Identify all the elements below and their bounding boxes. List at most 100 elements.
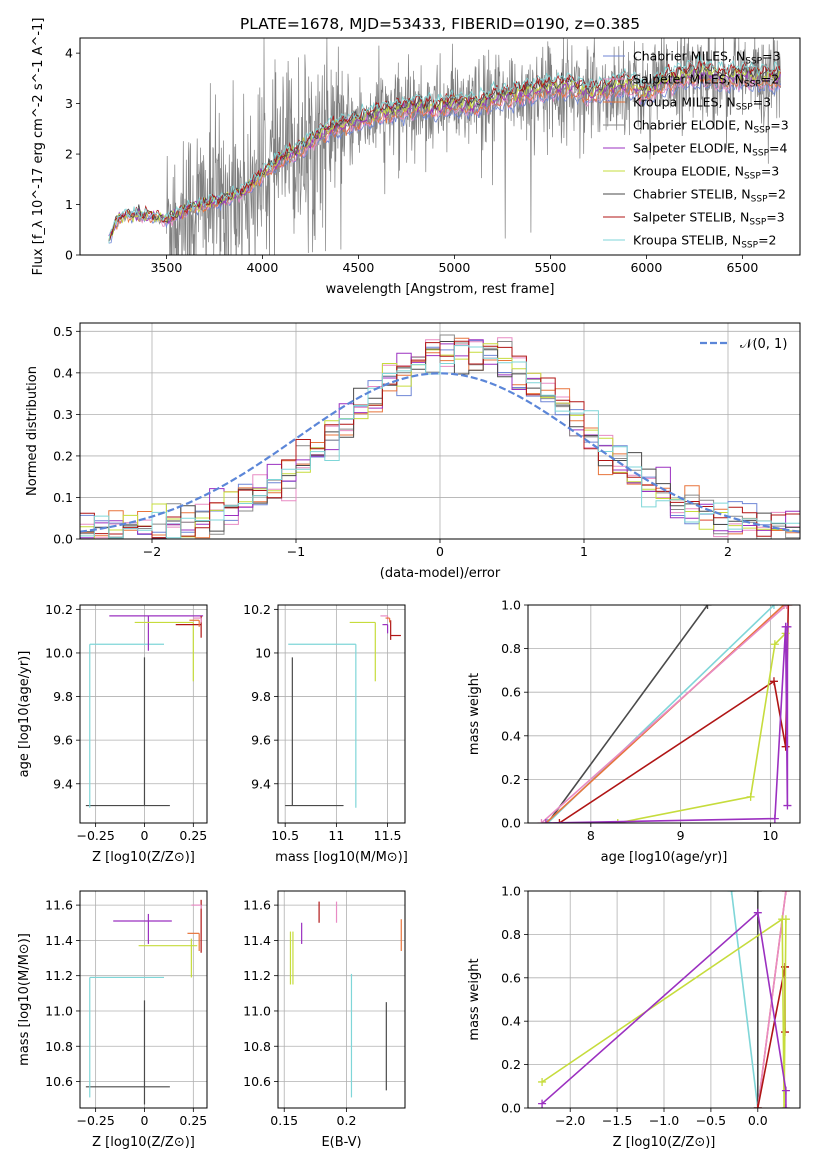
x-tick-label: 0.25 — [179, 828, 207, 843]
x-tick-label: 0.15 — [270, 1113, 298, 1128]
y-axis-label: age [log10(age/yr)] — [17, 651, 32, 778]
y-tick-label: 0.4 — [53, 365, 73, 380]
y-tick-label: 11.6 — [45, 898, 73, 913]
axes-frame — [79, 604, 208, 824]
legend-entry: Salpeter STELIB, NSSP=3 — [633, 210, 785, 228]
y-tick-label: 0.2 — [501, 1057, 521, 1072]
y-tick-label: 10.2 — [243, 602, 271, 617]
mass-weight-marker — [770, 640, 779, 649]
x-tick-label: −1.0 — [649, 1113, 679, 1128]
x-tick-label: 0 — [436, 544, 444, 559]
y-tick-label: 10.0 — [45, 645, 73, 660]
y-tick-label: 0.0 — [501, 1101, 521, 1116]
mass-weight-marker — [784, 605, 793, 609]
x-axis-label: Z [log10(Z/Z⊙)] — [613, 1135, 716, 1150]
legend-entry: Salpeter ELODIE, NSSP=4 — [633, 141, 788, 159]
y-tick-label: 10 — [255, 645, 271, 660]
y-tick-label: 11.6 — [243, 898, 271, 913]
y-tick-label: 10.6 — [45, 1074, 73, 1089]
y-tick-label: 9.4 — [251, 776, 271, 791]
y-tick-label: 9.4 — [53, 776, 73, 791]
legend-entry: Kroupa ELODIE, NSSP=3 — [633, 164, 779, 182]
x-tick-label: 0.2 — [337, 1113, 357, 1128]
y-tick-label: 3 — [65, 96, 73, 111]
plot-area — [285, 615, 401, 808]
mass-weight-marker — [781, 1104, 790, 1108]
mass-weight-marker — [769, 677, 778, 686]
x-tick-label: −1 — [287, 544, 305, 559]
plot-area — [80, 334, 800, 539]
mass-weight-marker — [555, 819, 564, 823]
mass-weight-marker — [538, 1099, 547, 1108]
axes-frame — [79, 322, 801, 540]
age-vs-mass-panel: 10.5 11 11.5 9.4 9.6 9.8 10 10.2 mass [log10(M/M… — [243, 602, 408, 865]
mass-weight-marker — [782, 605, 791, 609]
mass-weight-line — [547, 605, 709, 823]
y-tick-label: 10.6 — [243, 1074, 271, 1089]
x-tick-label: 5000 — [438, 260, 470, 275]
x-tick-label: −2 — [143, 544, 161, 559]
mass-weight-line — [540, 605, 788, 823]
axes-frame — [79, 37, 801, 256]
x-tick-label: 2 — [724, 544, 732, 559]
residuals-panel: −2 −1 0 1 2 0.0 0.1 0.2 0.3 0.4 0.5 (data-model)/er… — [25, 322, 801, 581]
mass-weight-line — [617, 632, 787, 823]
x-tick-label: 0 — [141, 828, 149, 843]
axes-frame — [79, 890, 208, 1109]
x-tick-label: 4500 — [342, 260, 374, 275]
normal-reference-curve — [80, 372, 800, 533]
y-tick-label: 9.8 — [251, 689, 271, 704]
x-tick-label: 6000 — [630, 260, 662, 275]
plot-area — [289, 901, 402, 1098]
y-tick-label: 1 — [65, 197, 73, 212]
y-tick-label: 11.2 — [243, 968, 271, 983]
x-tick-label: 9 — [677, 828, 685, 843]
mass-vs-metallicity-panel: −0.25 0 0.25 10.6 10.8 11.0 11.2 11.4 11.6 Z [log… — [17, 890, 208, 1150]
mass-weight-line — [730, 891, 759, 1108]
y-tick-label: 0.5 — [53, 324, 73, 339]
y-tick-label: 0.6 — [501, 685, 521, 700]
mass-weight-marker — [781, 742, 790, 751]
y-tick-label: 0.8 — [501, 927, 521, 942]
axes-frame — [527, 604, 801, 824]
mass-weight-marker — [783, 801, 792, 810]
y-tick-label: 0.6 — [501, 970, 521, 985]
x-tick-label: −2.0 — [555, 1113, 585, 1128]
x-axis-label: age [log10(age/yr)] — [601, 850, 728, 865]
y-tick-label: 1.0 — [501, 884, 521, 899]
x-tick-label: 0.25 — [179, 1113, 207, 1128]
y-axis-label: mass weight — [467, 958, 482, 1040]
x-tick-label: 0.0 — [748, 1113, 768, 1128]
x-tick-label: 3500 — [150, 260, 182, 275]
legend-entry: Kroupa STELIB, NSSP=2 — [633, 233, 777, 251]
mass-weight-marker — [613, 819, 622, 823]
mass-weight-marker — [753, 891, 762, 895]
x-tick-label: 10 — [762, 828, 778, 843]
y-tick-label: 0.2 — [53, 448, 73, 463]
mass-weight-marker — [781, 891, 790, 895]
x-axis-label: Z [log10(Z/Z⊙)] — [92, 850, 195, 865]
y-tick-label: 11.2 — [45, 968, 73, 983]
age-vs-metallicity-panel: −0.25 0 0.25 9.4 9.6 9.8 10.0 10.2 Z [log10(Z/Z⊙… — [17, 602, 208, 865]
y-axis-label: Normed distribution — [25, 366, 40, 496]
y-tick-label: 0.8 — [501, 641, 521, 656]
mass-weight-marker — [781, 915, 790, 924]
axes-frame — [277, 604, 406, 824]
mass-weight-marker — [746, 792, 755, 801]
x-tick-label: 11.5 — [374, 828, 402, 843]
mass-weight-marker — [770, 814, 779, 823]
y-tick-label: 11.0 — [45, 1003, 73, 1018]
legend: Chabrier MILES, NSSP=3 Salpeter MILES, NS… — [603, 49, 789, 251]
model-spectrum-line — [108, 78, 781, 244]
x-axis-label: Z [log10(Z/Z⊙)] — [92, 1135, 195, 1150]
plot-area — [85, 615, 204, 808]
mass-weight-marker — [769, 605, 778, 609]
y-tick-label: 0.4 — [501, 728, 521, 743]
legend-entry: Chabrier STELIB, NSSP=2 — [633, 187, 786, 205]
x-tick-label: 1 — [580, 544, 588, 559]
y-tick-label: 10.8 — [243, 1039, 271, 1054]
x-tick-label: −0.5 — [696, 1113, 726, 1128]
y-tick-label: 4 — [65, 46, 73, 61]
mass-weight-marker — [727, 891, 736, 895]
y-tick-label: 0.4 — [501, 1014, 521, 1029]
